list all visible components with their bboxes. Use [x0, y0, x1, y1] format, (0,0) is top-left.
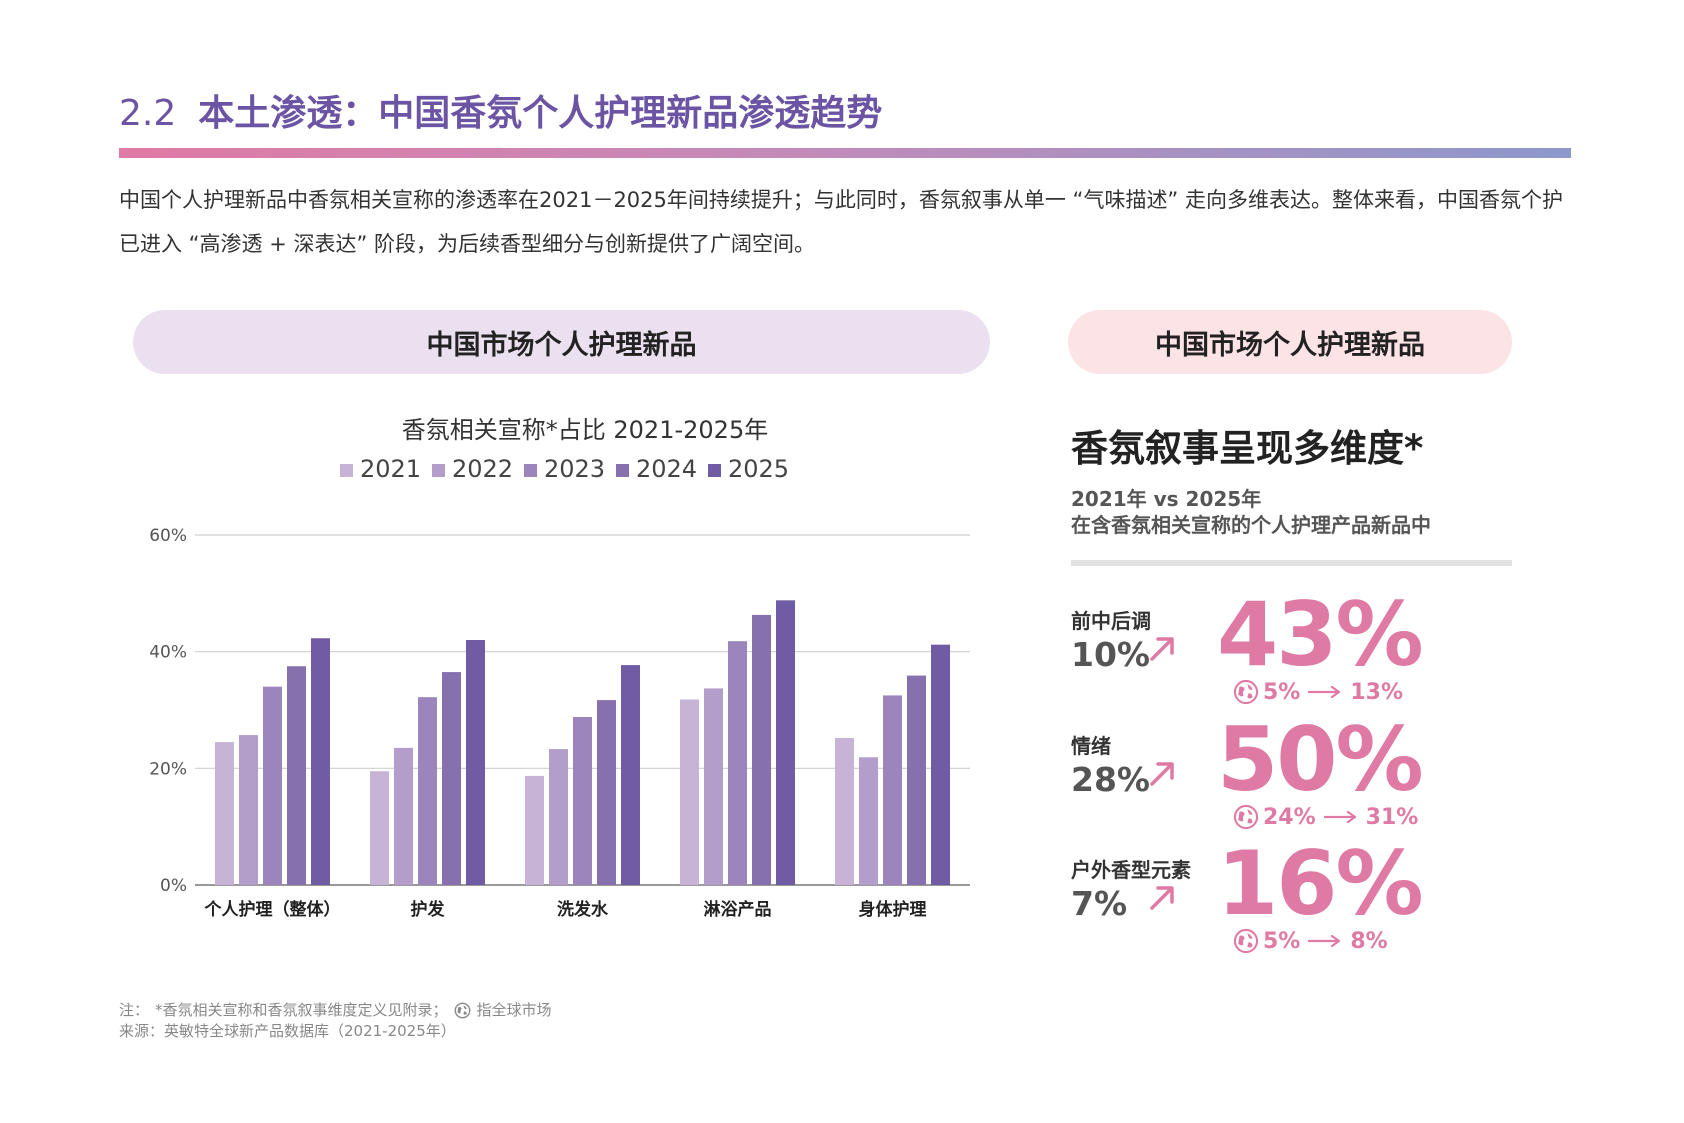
bar-2021-3	[680, 699, 699, 885]
footnote-source: 来源：英敏特全球新产品数据库（2021-2025年）	[119, 1022, 456, 1040]
metric-old-value: 28%	[1071, 760, 1150, 799]
bar-2024-2	[597, 700, 616, 885]
y-tick-label: 40%	[149, 643, 187, 663]
bar-2021-1	[370, 771, 389, 885]
metric-item: 情绪 28% 50% 24% 31%	[1071, 710, 1531, 850]
chart-bars	[215, 600, 950, 885]
arrow-up-right-icon	[1147, 633, 1177, 667]
footnote: 注： *香氛相关宣称和香氛叙事维度定义见附录； 指全球市场 来源：英敏特全球新产…	[119, 1000, 552, 1042]
metric-old-value: 7%	[1071, 884, 1128, 923]
x-tick-label: 个人护理（整体）	[204, 899, 341, 920]
bar-2022-4	[859, 757, 878, 885]
page-title: 2.2 本土渗透：中国香氛个人护理新品渗透趋势	[119, 84, 882, 136]
metric-new-value: 16%	[1217, 832, 1424, 935]
arrow-right-icon	[1323, 810, 1358, 824]
bar-2021-2	[525, 775, 544, 885]
legend-swatch-2025	[708, 464, 721, 477]
bar-2024-1	[442, 672, 461, 885]
metric-global-from: 5%	[1263, 679, 1301, 705]
chart-legend: 2021 2022 2023 2024 2025	[340, 455, 789, 483]
metric-label: 前中后调	[1071, 609, 1151, 633]
bar-2024-4	[907, 675, 926, 885]
bar-2024-0	[287, 666, 306, 885]
metric-item: 前中后调 10% 43% 5% 13%	[1071, 585, 1531, 725]
y-tick-label: 0%	[160, 876, 187, 896]
arrow-right-icon	[1308, 685, 1342, 699]
narrative-subtitle: 2021年 vs 2025年 在含香氛相关宣称的个人护理产品新品中	[1071, 486, 1431, 538]
x-tick-label: 淋浴产品	[704, 899, 772, 920]
narrative-divider	[1071, 560, 1512, 566]
chart-x-labels: 个人护理（整体） 护发 洗发水 淋浴产品 身体护理	[204, 899, 927, 920]
bar-2023-1	[418, 697, 437, 885]
y-tick-label: 60%	[149, 526, 187, 546]
x-tick-label: 洗发水	[557, 899, 609, 920]
metric-global-from: 5%	[1263, 928, 1301, 954]
bar-2024-3	[752, 614, 771, 885]
legend-swatch-2022	[432, 464, 445, 477]
metric-new-value: 50%	[1217, 708, 1424, 811]
left-panel-header: 中国市场个人护理新品	[133, 310, 990, 374]
metric-label: 户外香型元素	[1071, 858, 1191, 882]
bar-2025-4	[931, 644, 950, 885]
metric-global: 5% 13%	[1233, 679, 1403, 705]
globe-icon	[454, 1002, 470, 1019]
legend-swatch-2021	[340, 464, 353, 477]
legend-label-2021: 2021	[360, 455, 421, 483]
footnote-prefix: 注：	[119, 1001, 150, 1019]
metric-global-to: 31%	[1365, 804, 1419, 830]
metric-global-from: 24%	[1263, 804, 1316, 830]
legend-swatch-2024	[616, 464, 629, 477]
bar-2023-0	[263, 686, 282, 885]
narrative-heading: 香氛叙事呈现多维度*	[1071, 427, 1424, 470]
bar-chart: 香氛相关宣称*占比 2021-2025年 2021 2022 2023 2024 202…	[149, 416, 970, 920]
legend-swatch-2023	[524, 464, 537, 477]
section-title: 本土渗透：中国香氛个人护理新品渗透趋势	[198, 93, 883, 134]
bar-2022-3	[704, 688, 723, 885]
arrow-up-right-icon	[1147, 758, 1177, 792]
metric-global-to: 8%	[1350, 928, 1388, 954]
legend-label-2023: 2023	[544, 455, 605, 483]
metric-global: 5% 8%	[1233, 928, 1388, 954]
x-tick-label: 身体护理	[859, 899, 927, 920]
arrow-up-right-icon	[1147, 882, 1177, 916]
footnote-note: *香氛相关宣称和香氛叙事维度定义见附录；	[155, 1001, 448, 1019]
narrative-subtitle-period: 2021年 vs 2025年	[1071, 487, 1262, 511]
bar-2023-3	[728, 641, 747, 885]
metric-old-value: 10%	[1071, 635, 1150, 674]
footnote-global: 指全球市场	[476, 1001, 552, 1019]
metric-new-value: 43%	[1217, 583, 1424, 686]
legend-label-2022: 2022	[452, 455, 513, 483]
chart-title: 香氛相关宣称*占比 2021-2025年	[402, 416, 768, 444]
globe-icon	[1233, 804, 1259, 830]
metric-global-to: 13%	[1350, 679, 1404, 705]
intro-paragraph: 中国个人护理新品中香氛相关宣称的渗透率在2021－2025年间持续提升；与此同时…	[119, 188, 1563, 256]
metric-item: 户外香型元素 7% 16% 5% 8%	[1071, 834, 1531, 974]
bar-2025-0	[311, 638, 330, 885]
bar-2021-0	[215, 742, 234, 885]
bar-2023-4	[883, 695, 902, 885]
globe-icon	[1233, 679, 1259, 705]
bar-2025-1	[466, 640, 485, 885]
globe-icon	[1233, 928, 1259, 954]
metric-global: 24% 31%	[1233, 804, 1418, 830]
legend-label-2025: 2025	[728, 455, 789, 483]
bar-2022-1	[394, 747, 413, 885]
narrative-subtitle-scope: 在含香氛相关宣称的个人护理产品新品中	[1071, 513, 1431, 537]
y-tick-label: 20%	[149, 759, 187, 779]
bar-2022-0	[239, 735, 258, 885]
legend-label-2024: 2024	[636, 455, 697, 483]
title-underline	[119, 148, 1571, 158]
bar-2025-3	[776, 600, 795, 885]
x-tick-label: 护发	[411, 899, 446, 920]
metric-label: 情绪	[1071, 734, 1111, 758]
bar-2025-2	[621, 665, 640, 885]
bar-2021-4	[835, 738, 854, 885]
section-number: 2.2	[119, 93, 177, 134]
arrow-right-icon	[1308, 934, 1342, 948]
bar-2023-2	[573, 717, 592, 885]
right-panel-header: 中国市场个人护理新品	[1068, 310, 1512, 374]
bar-2022-2	[549, 749, 568, 885]
